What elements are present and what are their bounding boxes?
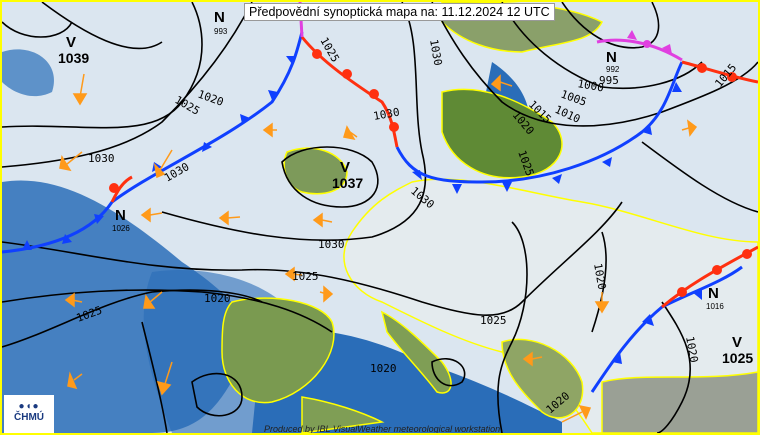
isobar-label: 1025 xyxy=(292,270,319,283)
isobar-label: 1025 xyxy=(480,314,507,327)
pressure-center-low-992: N 992 xyxy=(606,49,620,74)
svg-text:1016: 1016 xyxy=(706,302,724,311)
isobar-label: 1020 xyxy=(370,362,397,375)
isobar-label: 1030 xyxy=(162,160,191,185)
pressure-center-low-993: N 993 xyxy=(214,9,228,36)
isobar-label: 995 xyxy=(599,74,619,87)
svg-text:N: N xyxy=(708,285,719,302)
isobar-label: 1030 xyxy=(318,238,345,251)
chmu-logo-text: ČHMÚ xyxy=(14,412,44,423)
isobar-label: 1030 xyxy=(427,38,444,66)
chmu-logo-icon: ●◖● xyxy=(18,401,40,412)
wind-arrows xyxy=(59,73,698,423)
svg-text:V: V xyxy=(340,159,350,176)
svg-text:1026: 1026 xyxy=(112,224,130,233)
isobar-label: 1000 xyxy=(576,77,604,94)
isobar-label: 1030 xyxy=(88,152,115,165)
pressure-center-low-1016: N 1016 xyxy=(706,285,724,311)
isobar-label: 1025 xyxy=(317,35,342,64)
pressure-center-low-1026: N 1026 xyxy=(112,207,130,233)
svg-text:1039: 1039 xyxy=(58,50,89,66)
pressure-center-high-1039: V 1039 xyxy=(58,34,89,66)
cold-front xyxy=(2,31,743,393)
chmu-logo: ●◖● ČHMÚ xyxy=(4,395,54,433)
map-title: Předpovědní synoptická mapa na: 11.12.20… xyxy=(244,3,555,21)
svg-text:993: 993 xyxy=(214,27,228,36)
land-areas xyxy=(221,2,758,433)
svg-text:N: N xyxy=(606,49,617,66)
svg-text:1037: 1037 xyxy=(332,175,363,191)
svg-text:V: V xyxy=(732,334,742,351)
isobar-label: 1020 xyxy=(683,335,700,363)
warm-front xyxy=(109,36,758,309)
svg-text:N: N xyxy=(214,9,225,26)
isobar-label: 1020 xyxy=(204,292,231,305)
pressure-center-high-1037: V 1037 xyxy=(332,159,363,191)
svg-text:N: N xyxy=(115,207,126,224)
pressure-center-high-1025: V 1025 xyxy=(722,334,753,366)
credit-text: Produced by IBL VisualWeather meteorolog… xyxy=(264,424,501,434)
isobar-label: 1020 xyxy=(591,262,608,290)
svg-text:1025: 1025 xyxy=(722,350,753,366)
isobar-label: 1030 xyxy=(372,106,400,123)
svg-text:992: 992 xyxy=(606,65,620,74)
svg-text:V: V xyxy=(66,34,76,51)
